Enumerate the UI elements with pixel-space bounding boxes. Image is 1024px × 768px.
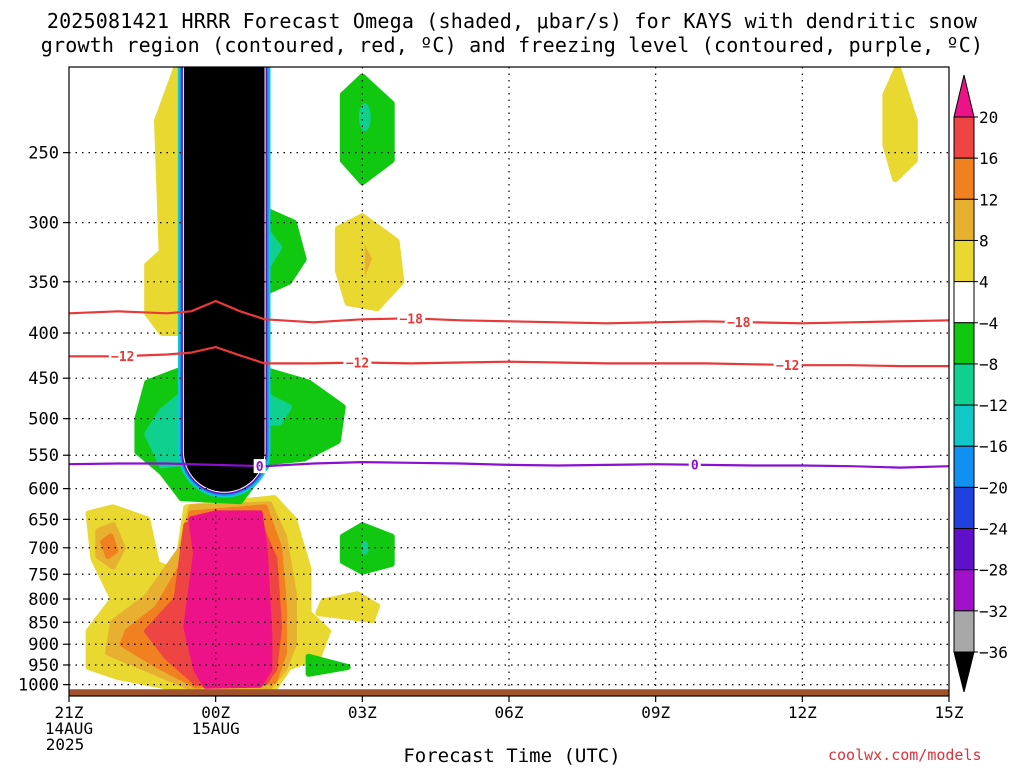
omega-descent-orange bbox=[100, 533, 119, 559]
colorbar-box bbox=[953, 610, 975, 653]
colorbar-label: 4 bbox=[979, 273, 989, 292]
colorbar-box bbox=[953, 281, 975, 324]
colorbar-label: −20 bbox=[979, 478, 1008, 497]
colorbar-label: −28 bbox=[979, 561, 1008, 580]
axes-layer: 2503003504004505005506006507007508008509… bbox=[18, 66, 964, 754]
contour-label: −18 bbox=[727, 316, 751, 331]
terrain-ground bbox=[69, 689, 949, 696]
contour-label: 0 bbox=[691, 459, 699, 474]
x-tick-label: 06Z bbox=[495, 703, 524, 722]
omega-descent-pocket-upper-right bbox=[882, 67, 918, 183]
colorbar-label: −12 bbox=[979, 396, 1008, 415]
colorbar-top-arrow bbox=[953, 74, 975, 118]
chart-title-line-1: 2025081421 HRRR Forecast Omega (shaded, … bbox=[46, 9, 978, 33]
x-tick-label: 15AUG bbox=[192, 719, 240, 738]
grid-layer bbox=[69, 67, 949, 696]
colorbar-box bbox=[953, 239, 975, 283]
colorbar-box bbox=[953, 528, 975, 571]
y-tick-label-450: 450 bbox=[28, 369, 59, 389]
colorbar-label: −16 bbox=[979, 437, 1008, 456]
omega-shading-layer bbox=[85, 67, 918, 694]
y-tick-label-600: 600 bbox=[28, 480, 59, 500]
contour-line-minus18 bbox=[68, 299, 950, 325]
temperature-contour-layer: −18 −18 −12 −12 −12 0 0 bbox=[68, 299, 950, 475]
colorbar-label: 8 bbox=[979, 231, 989, 250]
contour-label-bg bbox=[108, 349, 137, 364]
colorbar-label: −8 bbox=[979, 355, 998, 374]
contour-line-0 bbox=[68, 461, 950, 469]
colorbar-label: −24 bbox=[979, 520, 1008, 539]
omega-ascent-pocket-250-core bbox=[358, 103, 371, 132]
y-tick-label-800: 800 bbox=[28, 590, 59, 610]
omega-descent-pocket-850 bbox=[315, 591, 380, 623]
y-tick-label-500: 500 bbox=[28, 410, 59, 430]
chart-title-line-2: growth region (contoured, red, ºC) and f… bbox=[40, 33, 984, 57]
y-tick-label-700: 700 bbox=[28, 539, 59, 559]
colorbar-bottom-arrow bbox=[953, 651, 975, 693]
colorbar-label: −4 bbox=[979, 314, 998, 333]
colorbar-box bbox=[953, 569, 975, 612]
colorbar-box bbox=[953, 157, 975, 200]
colorbar-box bbox=[953, 363, 975, 406]
source-credit: coolwx.com/models bbox=[828, 746, 982, 764]
colorbar-label: 16 bbox=[979, 149, 998, 168]
omega-descent-pocket-core bbox=[364, 244, 373, 277]
colorbar-label: −36 bbox=[979, 643, 1008, 662]
contour-label: −18 bbox=[399, 312, 423, 327]
x-tick-label: 12Z bbox=[788, 703, 817, 722]
colorbar-label: −32 bbox=[979, 602, 1008, 621]
colorbar-box bbox=[953, 198, 975, 241]
colorbar-box bbox=[953, 486, 975, 530]
y-tick-label-250: 250 bbox=[28, 144, 59, 164]
y-tick-label-650: 650 bbox=[28, 510, 59, 530]
x-tick-label: 14AUG bbox=[45, 719, 93, 738]
y-tick-label-1000: 1000 bbox=[18, 676, 59, 696]
contour-label-bg bbox=[397, 311, 426, 326]
colorbar-box bbox=[953, 322, 975, 365]
y-tick-label-750: 750 bbox=[28, 565, 59, 585]
x-axis-title: Forecast Time (UTC) bbox=[403, 745, 621, 767]
terrain-layer bbox=[69, 689, 949, 696]
contour-label-bg bbox=[688, 457, 701, 472]
colorbar-box bbox=[953, 116, 975, 159]
y-tick-label-900: 900 bbox=[28, 635, 59, 655]
colorbar-box bbox=[953, 404, 975, 447]
y-tick-label-350: 350 bbox=[28, 273, 59, 293]
x-tick-label: 2025 bbox=[46, 735, 85, 754]
contour-label-bg bbox=[253, 459, 266, 474]
contour-label-bg bbox=[724, 315, 753, 330]
omega-descent-pink-core bbox=[183, 510, 273, 689]
omega-colorbar: 20 16 12 8 4 −4 −8 −12 −16 −20 −24 −28 −32 −36 bbox=[953, 74, 1008, 693]
y-tick-label-550: 550 bbox=[28, 446, 59, 466]
omega-ascent-core-black bbox=[183, 67, 265, 492]
colorbar-label: 20 bbox=[979, 108, 998, 127]
omega-ascent-pocket-700-core bbox=[360, 540, 369, 555]
y-tick-label-400: 400 bbox=[28, 324, 59, 344]
contour-label: −12 bbox=[111, 350, 134, 365]
y-tick-label-850: 850 bbox=[28, 613, 59, 633]
contour-label: −12 bbox=[346, 357, 369, 372]
y-tick-label-300: 300 bbox=[28, 214, 59, 234]
contour-label-bg bbox=[773, 357, 802, 372]
colorbar-label: 12 bbox=[979, 190, 998, 209]
omega-ascent-pocket-950 bbox=[305, 653, 351, 677]
omega-descent-upper-left-top bbox=[154, 67, 185, 263]
x-tick-label: 09Z bbox=[641, 703, 670, 722]
contour-label-bg bbox=[343, 355, 372, 370]
x-tick-label: 15Z bbox=[935, 703, 964, 722]
colorbar-box bbox=[953, 445, 975, 488]
x-tick-label: 21Z bbox=[55, 703, 84, 722]
y-tick-label-950: 950 bbox=[28, 656, 59, 676]
x-tick-label: 00Z bbox=[201, 703, 230, 722]
contour-label: −12 bbox=[776, 359, 799, 374]
contour-label: 0 bbox=[256, 460, 264, 475]
x-tick-label: 03Z bbox=[348, 703, 377, 722]
